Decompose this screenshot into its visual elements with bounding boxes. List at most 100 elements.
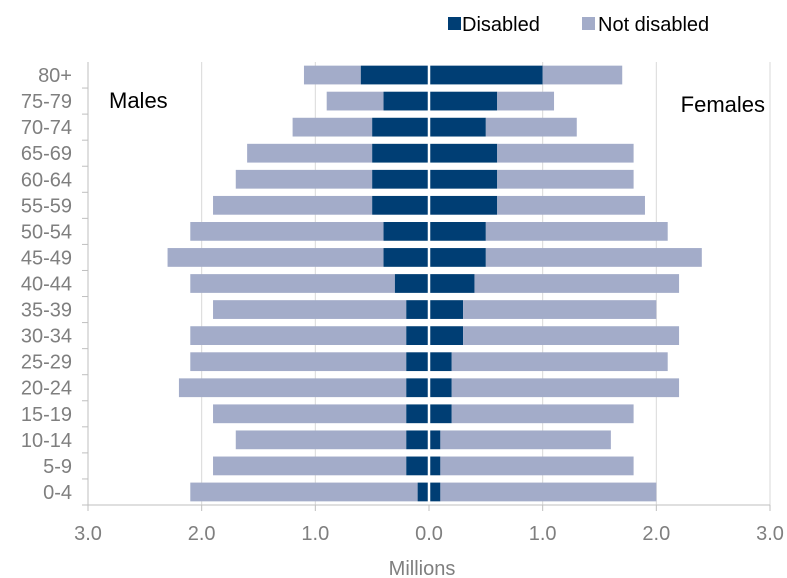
bar-female-not-disabled <box>497 195 645 215</box>
age-group-label: 65-69 <box>21 143 72 165</box>
bar-female-not-disabled <box>497 143 634 163</box>
bar-male-disabled <box>372 169 429 189</box>
bar-female-disabled <box>429 482 441 502</box>
bar-male-disabled <box>417 482 429 502</box>
x-tick-label: 1.0 <box>529 523 557 545</box>
legend-label-disabled: Disabled <box>462 14 540 36</box>
bar-female-not-disabled <box>463 300 657 319</box>
bar-male-disabled <box>406 378 429 398</box>
legend-swatch-disabled <box>448 17 461 30</box>
bar-male-disabled <box>372 195 429 215</box>
bar-male-disabled <box>406 404 429 424</box>
bar-female-disabled <box>429 169 498 189</box>
bar-female-disabled <box>429 248 486 267</box>
age-group-label: 35-39 <box>21 300 72 322</box>
males-label: Males <box>109 88 168 113</box>
bars <box>167 62 702 505</box>
bar-male-disabled <box>406 352 429 372</box>
females-label: Females <box>681 92 765 117</box>
bar-female-disabled <box>429 274 475 293</box>
x-tick-label: 3.0 <box>756 523 784 545</box>
bar-male-disabled <box>383 222 429 241</box>
category-labels: 0-4 5-9 10-14 15-19 20-24 25-29 30-34 35-39 40-4… <box>21 65 88 506</box>
bar-female-not-disabled <box>451 404 634 424</box>
bar-female-not-disabled <box>542 65 623 85</box>
bar-female-not-disabled <box>451 352 668 372</box>
bar-female-not-disabled <box>440 456 634 476</box>
bar-male-not-disabled <box>167 248 384 267</box>
bar-male-disabled <box>372 117 429 137</box>
bar-male-disabled <box>383 91 429 111</box>
age-group-label: 80+ <box>38 65 72 87</box>
bar-female-not-disabled <box>463 326 680 345</box>
x-tick-label: 2.0 <box>188 523 216 545</box>
age-group-label: 30-34 <box>21 326 72 348</box>
bar-male-not-disabled <box>247 143 373 163</box>
bar-male-not-disabled <box>235 430 407 450</box>
bar-male-not-disabled <box>178 378 407 398</box>
bar-female-disabled <box>429 378 452 398</box>
age-group-label: 50-54 <box>21 221 72 243</box>
bar-female-disabled <box>429 222 486 241</box>
x-axis-title: Millions <box>389 558 456 578</box>
legend-label-not-disabled: Not disabled <box>598 14 709 36</box>
bar-male-not-disabled <box>213 456 407 476</box>
bar-female-disabled <box>429 117 486 137</box>
bar-male-not-disabled <box>292 117 373 137</box>
bar-female-not-disabled <box>440 482 657 502</box>
bar-female-not-disabled <box>474 274 680 293</box>
bar-female-disabled <box>429 65 543 85</box>
bar-female-not-disabled <box>485 222 668 241</box>
age-group-label: 5-9 <box>43 456 72 478</box>
bar-male-not-disabled <box>213 300 407 319</box>
bar-male-disabled <box>406 300 429 319</box>
bar-male-not-disabled <box>190 482 418 502</box>
bar-female-not-disabled <box>497 91 555 111</box>
bar-male-disabled <box>406 326 429 345</box>
bar-female-disabled <box>429 300 464 319</box>
bar-male-disabled <box>394 274 429 293</box>
legend-swatch-not-disabled <box>582 17 595 30</box>
age-group-label: 20-24 <box>21 378 72 400</box>
bar-male-not-disabled <box>190 274 395 293</box>
bar-male-not-disabled <box>235 169 373 189</box>
age-group-label: 0-4 <box>43 482 72 504</box>
bar-male-disabled <box>360 65 429 85</box>
age-group-label: 75-79 <box>21 91 72 113</box>
age-group-label: 60-64 <box>21 169 72 191</box>
bar-male-not-disabled <box>326 91 384 111</box>
bar-male-not-disabled <box>303 65 361 85</box>
bar-male-disabled <box>406 456 429 476</box>
bar-male-not-disabled <box>190 222 384 241</box>
age-group-label: 10-14 <box>21 430 72 452</box>
x-tick-label: 1.0 <box>301 523 329 545</box>
bar-female-not-disabled <box>497 169 634 189</box>
bar-female-disabled <box>429 143 498 163</box>
bar-female-not-disabled <box>485 117 577 137</box>
bar-female-disabled <box>429 326 464 345</box>
x-tick-label: 2.0 <box>642 523 670 545</box>
legend: Disabled Not disabled <box>448 14 709 36</box>
bar-female-disabled <box>429 430 441 450</box>
bar-male-disabled <box>372 143 429 163</box>
bar-male-not-disabled <box>190 352 407 372</box>
x-tick-label: 3.0 <box>74 523 102 545</box>
bar-female-disabled <box>429 352 452 372</box>
bar-male-not-disabled <box>213 195 373 215</box>
bar-male-disabled <box>406 430 429 450</box>
bar-female-not-disabled <box>440 430 611 450</box>
bar-male-disabled <box>383 248 429 267</box>
bar-female-disabled <box>429 91 498 111</box>
bar-female-not-disabled <box>451 378 680 398</box>
age-group-label: 25-29 <box>21 352 72 374</box>
age-group-label: 45-49 <box>21 247 72 269</box>
bar-female-disabled <box>429 456 441 476</box>
x-axis: 3.0 2.0 1.0 0.0 1.0 2.0 3.0 <box>74 62 784 545</box>
bar-female-not-disabled <box>485 248 702 267</box>
x-tick-label: 0.0 <box>415 523 443 545</box>
bar-female-disabled <box>429 404 452 424</box>
age-group-label: 15-19 <box>21 404 72 426</box>
age-group-label: 55-59 <box>21 195 72 217</box>
bar-male-not-disabled <box>213 404 407 424</box>
